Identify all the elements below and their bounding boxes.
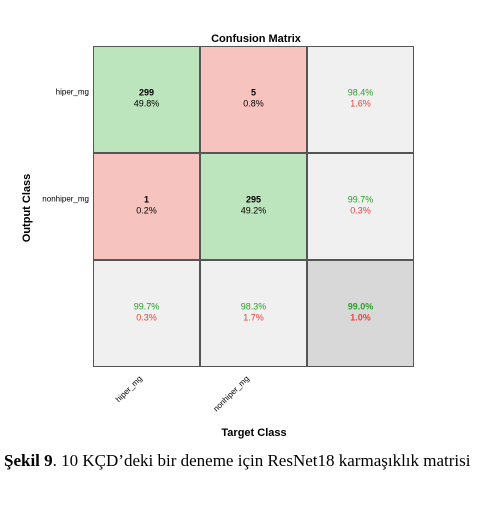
overall-correct: 99.0% xyxy=(348,302,374,312)
matrix-cell xyxy=(93,153,200,260)
y-axis-label: Output Class xyxy=(21,174,33,242)
cell-count: 1 xyxy=(144,195,149,205)
chart-title: Confusion Matrix xyxy=(211,33,302,45)
matrix-cell xyxy=(200,46,307,153)
col-summary-cell xyxy=(200,260,307,367)
col-summary-error: 1.7% xyxy=(243,313,264,323)
row-summary-error: 1.6% xyxy=(350,99,371,109)
matrix-cell xyxy=(93,46,200,153)
cell-percent: 0.8% xyxy=(243,99,264,109)
x-axis-label: Target Class xyxy=(221,427,286,439)
col-summary-correct: 98.3% xyxy=(241,302,267,312)
row-summary-cell xyxy=(307,153,414,260)
cell-percent: 49.8% xyxy=(134,99,160,109)
matrix-cell xyxy=(200,153,307,260)
figure-caption: Şekil 9. 10 KÇD’deki bir deneme için Res… xyxy=(4,450,482,472)
cell-count: 295 xyxy=(246,195,261,205)
confusion-matrix-figure: Confusion Matrix Output Class Target Cla… xyxy=(21,33,414,439)
y-tick-label: hiper_mg xyxy=(56,88,89,97)
row-summary-correct: 98.4% xyxy=(348,88,374,98)
cell-count: 299 xyxy=(139,88,154,98)
overall-error: 1.0% xyxy=(350,313,371,323)
cell-count: 5 xyxy=(251,88,256,98)
col-summary-correct: 99.7% xyxy=(134,302,160,312)
col-summary-cell xyxy=(93,260,200,367)
y-tick-label: nonhiper_mg xyxy=(42,195,89,204)
caption-text: . 10 KÇD’deki bir deneme için ResNet18 k… xyxy=(52,451,471,470)
overall-cell xyxy=(307,260,414,367)
confusion-matrix-chart: Confusion Matrix Output Class Target Cla… xyxy=(21,33,414,439)
row-summary-correct: 99.7% xyxy=(348,195,374,205)
col-summary-error: 0.3% xyxy=(136,313,157,323)
row-summary-error: 0.3% xyxy=(350,206,371,216)
caption-label: Şekil 9 xyxy=(4,451,53,470)
cell-percent: 0.2% xyxy=(136,206,157,216)
cell-percent: 49.2% xyxy=(241,206,267,216)
row-summary-cell xyxy=(307,46,414,153)
